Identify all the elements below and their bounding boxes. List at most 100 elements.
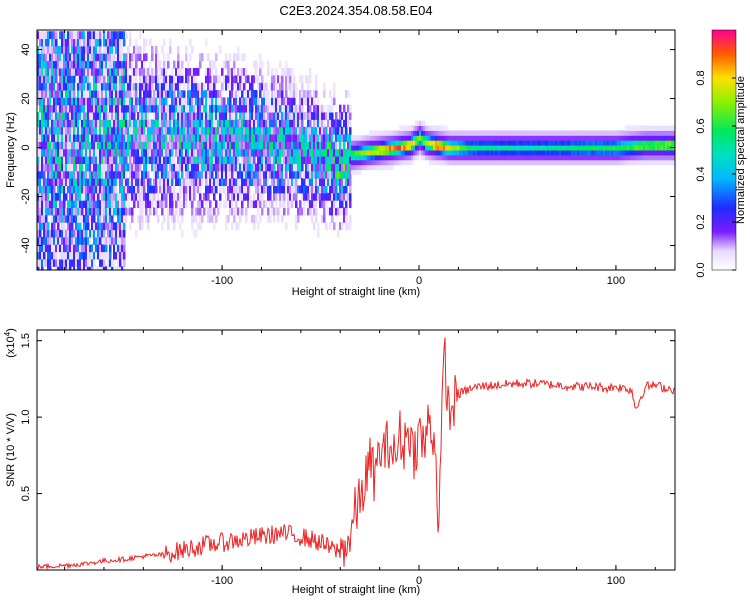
heatmap-cell <box>235 82 238 91</box>
heatmap-cell <box>317 134 320 142</box>
heatmap-cell <box>449 145 452 151</box>
heatmap-cell <box>105 222 108 231</box>
heatmap-cell <box>565 145 568 151</box>
heatmap-cell <box>55 207 58 216</box>
heatmap-cell <box>45 244 48 253</box>
heatmap-cell <box>299 207 302 216</box>
heatmap-cell <box>187 75 190 84</box>
heatmap-cell <box>177 97 180 106</box>
heatmap-cell <box>79 192 82 201</box>
heatmap-cell <box>397 150 400 156</box>
heatmap-cell <box>285 104 288 113</box>
heatmap-cell <box>77 148 80 157</box>
heatmap-cell <box>659 159 662 166</box>
heatmap-cell <box>63 126 66 135</box>
heatmap-cell <box>129 112 132 120</box>
heatmap-cell <box>199 163 202 172</box>
heatmap-cell <box>341 141 344 150</box>
heatmap-cell <box>63 178 66 187</box>
heatmap-cell <box>69 163 72 172</box>
heatmap-cell <box>141 104 144 113</box>
heatmap-cell <box>291 163 294 172</box>
heatmap-cell <box>47 38 50 47</box>
heatmap-cell <box>299 104 302 113</box>
heatmap-cell <box>131 67 134 76</box>
heatmap-cell <box>283 192 286 201</box>
heatmap-cell <box>327 141 330 150</box>
heatmap-cell <box>269 112 272 120</box>
heatmap-cell <box>571 130 574 136</box>
heatmap-cell <box>437 135 440 141</box>
heatmap-cell <box>99 163 102 172</box>
heatmap-cell <box>49 185 52 194</box>
heatmap-cell <box>445 140 448 146</box>
heatmap-cell <box>65 214 68 223</box>
heatmap-cell <box>65 104 68 113</box>
heatmap-cell <box>563 135 566 141</box>
heatmap-cell <box>47 31 50 40</box>
heatmap-cell <box>231 222 234 231</box>
heatmap-cell <box>655 154 658 161</box>
heatmap-cell <box>77 75 80 84</box>
heatmap-cell <box>231 82 234 91</box>
heatmap-cell <box>217 119 220 128</box>
heatmap-cell <box>213 192 216 201</box>
heatmap-cell <box>41 60 44 69</box>
heatmap-cell <box>249 104 252 113</box>
heatmap-cell <box>237 185 240 194</box>
heatmap-cell <box>149 90 152 98</box>
heatmap-cell <box>77 38 80 47</box>
heatmap-cell <box>625 125 628 131</box>
heatmap-cell <box>233 141 236 150</box>
heatmap-cell <box>245 126 248 135</box>
heatmap-cell <box>363 164 366 171</box>
heatmap-cell <box>579 159 582 166</box>
heatmap-cell <box>517 150 520 156</box>
heatmap-cell <box>311 134 314 142</box>
heatmap-cell <box>323 214 326 223</box>
heatmap-cell <box>417 140 420 146</box>
heatmap-cell <box>237 119 240 128</box>
heatmap-cell <box>183 90 186 98</box>
heatmap-cell <box>141 67 144 76</box>
heatmap-cell <box>159 60 162 69</box>
heatmap-cell <box>545 130 548 136</box>
heatmap-cell <box>93 90 96 98</box>
heatmap-cell <box>345 126 348 135</box>
heatmap-cell <box>85 112 88 120</box>
heatmap-cell <box>139 178 142 187</box>
heatmap-cell <box>315 104 318 113</box>
heatmap-cell <box>195 126 198 135</box>
heatmap-cell <box>441 150 444 156</box>
heatmap-cell <box>97 31 100 40</box>
heatmap-cell <box>79 178 82 187</box>
heatmap-cell <box>271 163 274 172</box>
heatmap-cell <box>235 163 238 172</box>
heatmap-cell <box>49 200 52 209</box>
heatmap-cell <box>161 222 164 231</box>
heatmap-cell <box>417 130 420 136</box>
heatmap-cell <box>313 222 316 231</box>
heatmap-cell <box>67 266 70 270</box>
heatmap-cell <box>323 163 326 172</box>
heatmap-cell <box>45 104 48 113</box>
heatmap-cell <box>131 141 134 150</box>
heatmap-cell <box>493 140 496 146</box>
heatmap-cell <box>519 150 522 156</box>
heatmap-cell <box>85 207 88 216</box>
heatmap-cell <box>89 141 92 150</box>
heatmap-cell <box>319 112 322 120</box>
heatmap-cell <box>211 82 214 91</box>
heatmap-cell <box>91 185 94 194</box>
heatmap-cell <box>621 145 624 151</box>
heatmap-cell <box>303 112 306 120</box>
heatmap-cell <box>339 112 342 120</box>
heatmap-cell <box>585 140 588 146</box>
heatmap-cell <box>355 135 358 141</box>
heatmap-cell <box>71 31 74 40</box>
heatmap-cell <box>173 112 176 120</box>
heatmap-cell <box>181 60 184 69</box>
heatmap-cell <box>481 145 484 151</box>
heatmap-cell <box>253 163 256 172</box>
heatmap-cell <box>477 145 480 151</box>
